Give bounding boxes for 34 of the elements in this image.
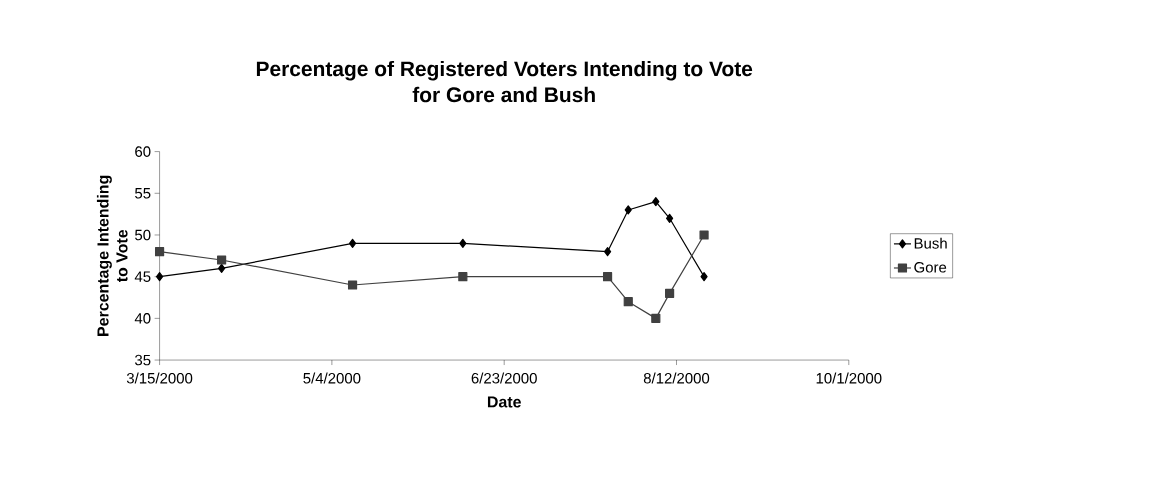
x-tick-label: 5/4/2000 [303,372,361,384]
point [217,255,227,265]
y-tick-label: 50 [135,229,151,241]
y-tick-label: 35 [135,354,151,366]
point [347,280,358,290]
point [458,272,468,282]
point [666,213,674,224]
legend-label: Bush [914,237,947,249]
y-tick-label: 45 [134,271,151,283]
legend-label: Gore [914,262,947,273]
y-tick-label: 55 [135,188,151,199]
point [218,263,226,274]
point [700,272,708,282]
x-tick-label: 3/15/2000 [126,372,193,384]
point [665,288,675,299]
x-axis-title: Date [487,396,521,408]
x-tick-label: 6/23/2000 [471,372,537,384]
point [156,272,164,282]
point [699,230,709,240]
point [602,272,613,282]
chart-title: Percentage of Registered Voters Intending to Vote for Gore and Bush [256,61,753,103]
point [348,238,357,249]
y-tick-label: 60 [135,146,151,158]
x-tick-label: 10/1/2000 [816,372,882,384]
point [652,197,660,207]
point [651,313,661,324]
point [459,238,467,249]
x-tick-label: 8/12/2000 [643,372,710,384]
y-tick-label: 40 [134,313,151,324]
y-axis-title: Percentage Intending to Vote [96,175,128,337]
point [623,297,633,307]
point [624,205,632,215]
point [154,247,165,257]
point [603,247,612,257]
